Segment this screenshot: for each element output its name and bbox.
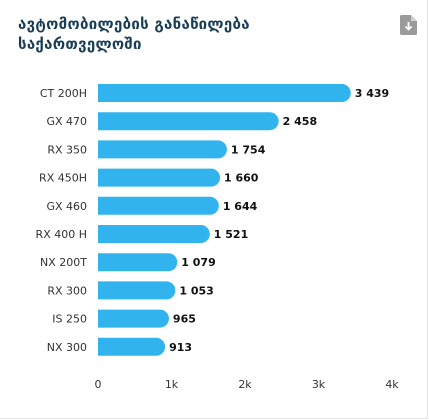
category-label: CT 200H <box>40 87 87 100</box>
bar[interactable] <box>98 168 221 187</box>
bar[interactable] <box>98 140 227 159</box>
category-label: GX 470 <box>46 115 87 128</box>
bar[interactable] <box>98 253 178 272</box>
category-label: NX 300 <box>47 341 87 354</box>
x-tick-label: 0 <box>95 378 102 391</box>
x-tick-label: 4k <box>385 378 399 391</box>
bar[interactable] <box>98 281 176 300</box>
value-label: 1 521 <box>214 228 248 241</box>
value-label: 913 <box>169 341 192 354</box>
download-icon[interactable] <box>400 15 417 35</box>
category-label: RX 350 <box>47 143 87 156</box>
category-label: IS 250 <box>52 313 87 326</box>
value-label: 1 079 <box>181 256 215 269</box>
bar[interactable] <box>98 225 210 243</box>
bar[interactable] <box>98 309 169 328</box>
value-label: 2 458 <box>283 115 317 128</box>
category-label: GX 460 <box>46 200 87 213</box>
value-label: 1 053 <box>179 284 213 297</box>
value-label: 3 439 <box>355 87 389 100</box>
value-label: 1 644 <box>223 200 258 213</box>
x-tick-label: 1k <box>165 378 179 391</box>
x-tick-label: 2k <box>238 378 252 391</box>
category-label: RX 450H <box>39 172 87 185</box>
bar[interactable] <box>98 112 279 131</box>
bar[interactable] <box>98 337 166 356</box>
category-label: NX 200T <box>40 256 87 269</box>
bar[interactable] <box>98 196 219 215</box>
x-tick-label: 3k <box>312 378 326 391</box>
category-label: RX 300 <box>47 284 87 297</box>
value-label: 1 754 <box>231 143 266 156</box>
chart-title: ავტომობილების განაწილება საქართველოში <box>18 15 250 53</box>
value-label: 1 660 <box>224 172 259 185</box>
bar[interactable] <box>98 84 351 102</box>
value-label: 965 <box>173 313 196 326</box>
category-label: RX 400 H <box>36 228 87 241</box>
